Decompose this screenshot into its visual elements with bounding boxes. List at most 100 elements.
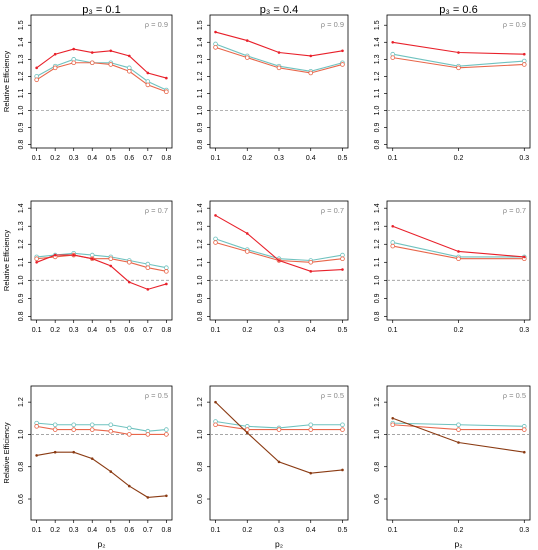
data-point <box>341 268 344 271</box>
x-axis-label: p₂ <box>275 539 283 549</box>
data-point <box>522 52 526 56</box>
data-point <box>52 65 58 71</box>
x-tick-label: 0.1 <box>211 155 221 162</box>
data-point <box>90 257 94 260</box>
series-line <box>36 254 167 290</box>
y-tick-label: 0.8 <box>197 311 204 321</box>
data-point <box>309 54 313 58</box>
panel-frame <box>386 14 531 149</box>
panel: 0.8 0.9 1.0 1.1 1.2 1.3 1.4 1.5 0.1 0.2 0.3 ρ = 0.9 <box>374 14 531 162</box>
series-red <box>214 214 344 273</box>
rho-label: ρ = 0.9 <box>503 20 526 29</box>
data-point <box>390 55 396 60</box>
series-red <box>214 30 344 58</box>
series-red <box>35 253 168 291</box>
series-line <box>36 451 167 498</box>
panel: 0.8 0.9 1.0 1.1 1.2 1.3 1.4 1.5 0.1 0.2 0.3 0.4 0.5 0… <box>18 14 173 162</box>
series-red <box>391 224 526 259</box>
data-point <box>72 450 76 454</box>
x-tick-label: 0.5 <box>338 527 348 534</box>
data-point <box>165 76 168 80</box>
x-tick-label: 0.3 <box>69 327 79 334</box>
y-tick-label: 1.3 <box>197 54 204 64</box>
data-point <box>522 255 526 259</box>
x-tick-label: 0.1 <box>32 527 42 534</box>
data-point <box>109 264 113 268</box>
data-point <box>35 454 38 457</box>
y-tick-label: 1.1 <box>197 257 204 267</box>
rho-label: ρ = 0.9 <box>321 20 344 29</box>
y-tick-label: 1.5 <box>18 20 25 30</box>
data-point <box>127 484 131 488</box>
y-tick-label: 0.8 <box>18 311 25 321</box>
data-point <box>456 422 461 428</box>
y-tick-label: 0.8 <box>374 311 381 321</box>
x-tick-label: 0.4 <box>306 327 316 334</box>
data-point <box>89 427 95 432</box>
data-point <box>341 49 344 53</box>
x-tick-label: 0.3 <box>519 327 529 334</box>
x-tick-label: 0.2 <box>50 327 60 334</box>
panel-frame <box>209 14 349 149</box>
y-tick-label: 1.3 <box>18 221 25 231</box>
x-tick-label: 0.3 <box>519 155 529 162</box>
data-point <box>34 424 39 429</box>
y-tick-label: 0.6 <box>197 494 204 504</box>
data-point <box>214 400 217 404</box>
y-tick-label: 1.1 <box>374 257 381 267</box>
y-tick-label: 1.5 <box>197 20 204 30</box>
x-tick-label: 0.5 <box>106 155 116 162</box>
data-point <box>308 427 314 432</box>
data-point <box>165 494 168 498</box>
x-tick-label: 0.1 <box>211 327 221 334</box>
data-point <box>146 288 150 291</box>
panel: 0.6 0.8 1.0 1.2 0.1 0.2 0.3 0.4 0.5 ρ = 0.5 <box>197 385 349 534</box>
series-teal <box>390 420 527 429</box>
panel-frame <box>30 200 173 321</box>
panel-frame <box>30 385 173 521</box>
data-point <box>53 450 57 454</box>
y-tick-label: 1.1 <box>18 88 25 98</box>
data-point <box>108 62 114 67</box>
y-tick-label: 0.8 <box>374 140 381 150</box>
data-point <box>391 416 395 420</box>
data-point <box>457 250 460 253</box>
x-tick-label: 0.2 <box>454 527 464 534</box>
data-point <box>309 270 313 273</box>
y-axis-label: Relative Efficiency <box>2 230 11 291</box>
data-point <box>89 422 95 428</box>
data-point <box>521 62 527 67</box>
y-tick-label: 1.1 <box>374 88 381 98</box>
x-tick-label: 0.3 <box>274 155 284 162</box>
data-point <box>164 432 169 437</box>
x-tick-label: 0.5 <box>338 155 348 162</box>
data-point <box>309 471 313 475</box>
rho-label: ρ = 0.5 <box>321 391 344 400</box>
x-tick-label: 0.3 <box>519 527 529 534</box>
y-tick-label: 0.6 <box>18 494 25 504</box>
x-tick-label: 0.2 <box>50 155 60 162</box>
data-point <box>521 427 527 432</box>
data-point <box>391 224 395 228</box>
y-tick-label: 0.8 <box>374 462 381 472</box>
series-brown <box>391 416 526 454</box>
y-tick-label: 1.4 <box>197 203 204 213</box>
panel: 0.8 0.9 1.0 1.1 1.2 1.3 1.4 0.1 0.2 0.3 ρ = 0.7 <box>374 200 531 334</box>
data-point <box>71 60 77 66</box>
data-point <box>89 60 95 66</box>
series-line <box>36 58 167 91</box>
y-tick-label: 1.0 <box>197 275 204 285</box>
y-tick-label: 1.2 <box>18 71 25 81</box>
data-point <box>245 39 249 42</box>
y-tick-label: 0.8 <box>18 140 25 150</box>
series-line <box>215 214 343 272</box>
x-tick-label: 0.5 <box>106 527 116 534</box>
y-tick-label: 1.3 <box>18 54 25 64</box>
y-tick-label: 0.9 <box>18 293 25 303</box>
data-point <box>146 496 150 499</box>
panel: 0.6 0.8 1.0 1.2 0.1 0.2 0.3 0.4 0.5 0.6 0.7 0.8 ρ = … <box>18 385 173 534</box>
x-tick-label: 0.8 <box>161 327 171 334</box>
y-tick-label: 0.8 <box>197 140 204 150</box>
panel: 0.6 0.8 1.0 1.2 0.1 0.2 0.3 ρ = 0.5 <box>374 385 531 534</box>
data-point <box>109 470 113 473</box>
